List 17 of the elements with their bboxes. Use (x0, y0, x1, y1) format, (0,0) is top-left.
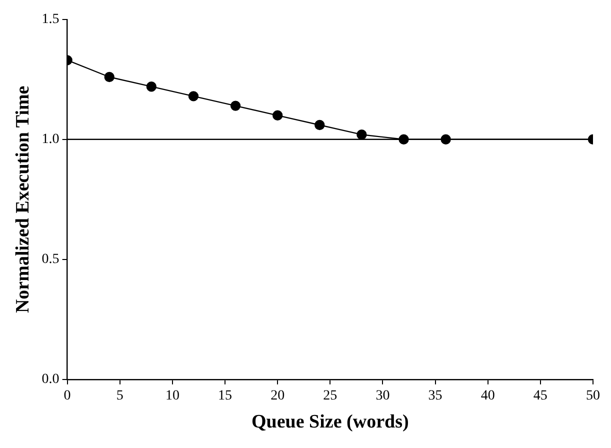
y-tick-label: 0.5 (42, 252, 60, 268)
y-tick-label: 1.0 (42, 132, 60, 148)
y-tick-label: 1.5 (42, 12, 60, 28)
x-tick-label: 20 (270, 388, 285, 404)
x-axis-title: Queue Size (words) (252, 412, 409, 433)
x-tick-label: 0 (64, 388, 71, 404)
x-tick-label: 15 (218, 388, 232, 404)
x-tick-label: 5 (116, 388, 124, 404)
x-tick-label: 35 (428, 388, 442, 404)
x-tick-label: 25 (323, 388, 338, 404)
y-tick-label: 0.0 (42, 372, 60, 388)
x-tick-label: 10 (165, 388, 180, 404)
x-tick-label: 50 (586, 388, 600, 404)
y-axis-title: Normalized Execution Time (12, 86, 34, 314)
x-tick-label: 45 (533, 388, 548, 404)
x-tick-label: 30 (376, 388, 390, 404)
x-tick-label: 40 (480, 388, 495, 404)
